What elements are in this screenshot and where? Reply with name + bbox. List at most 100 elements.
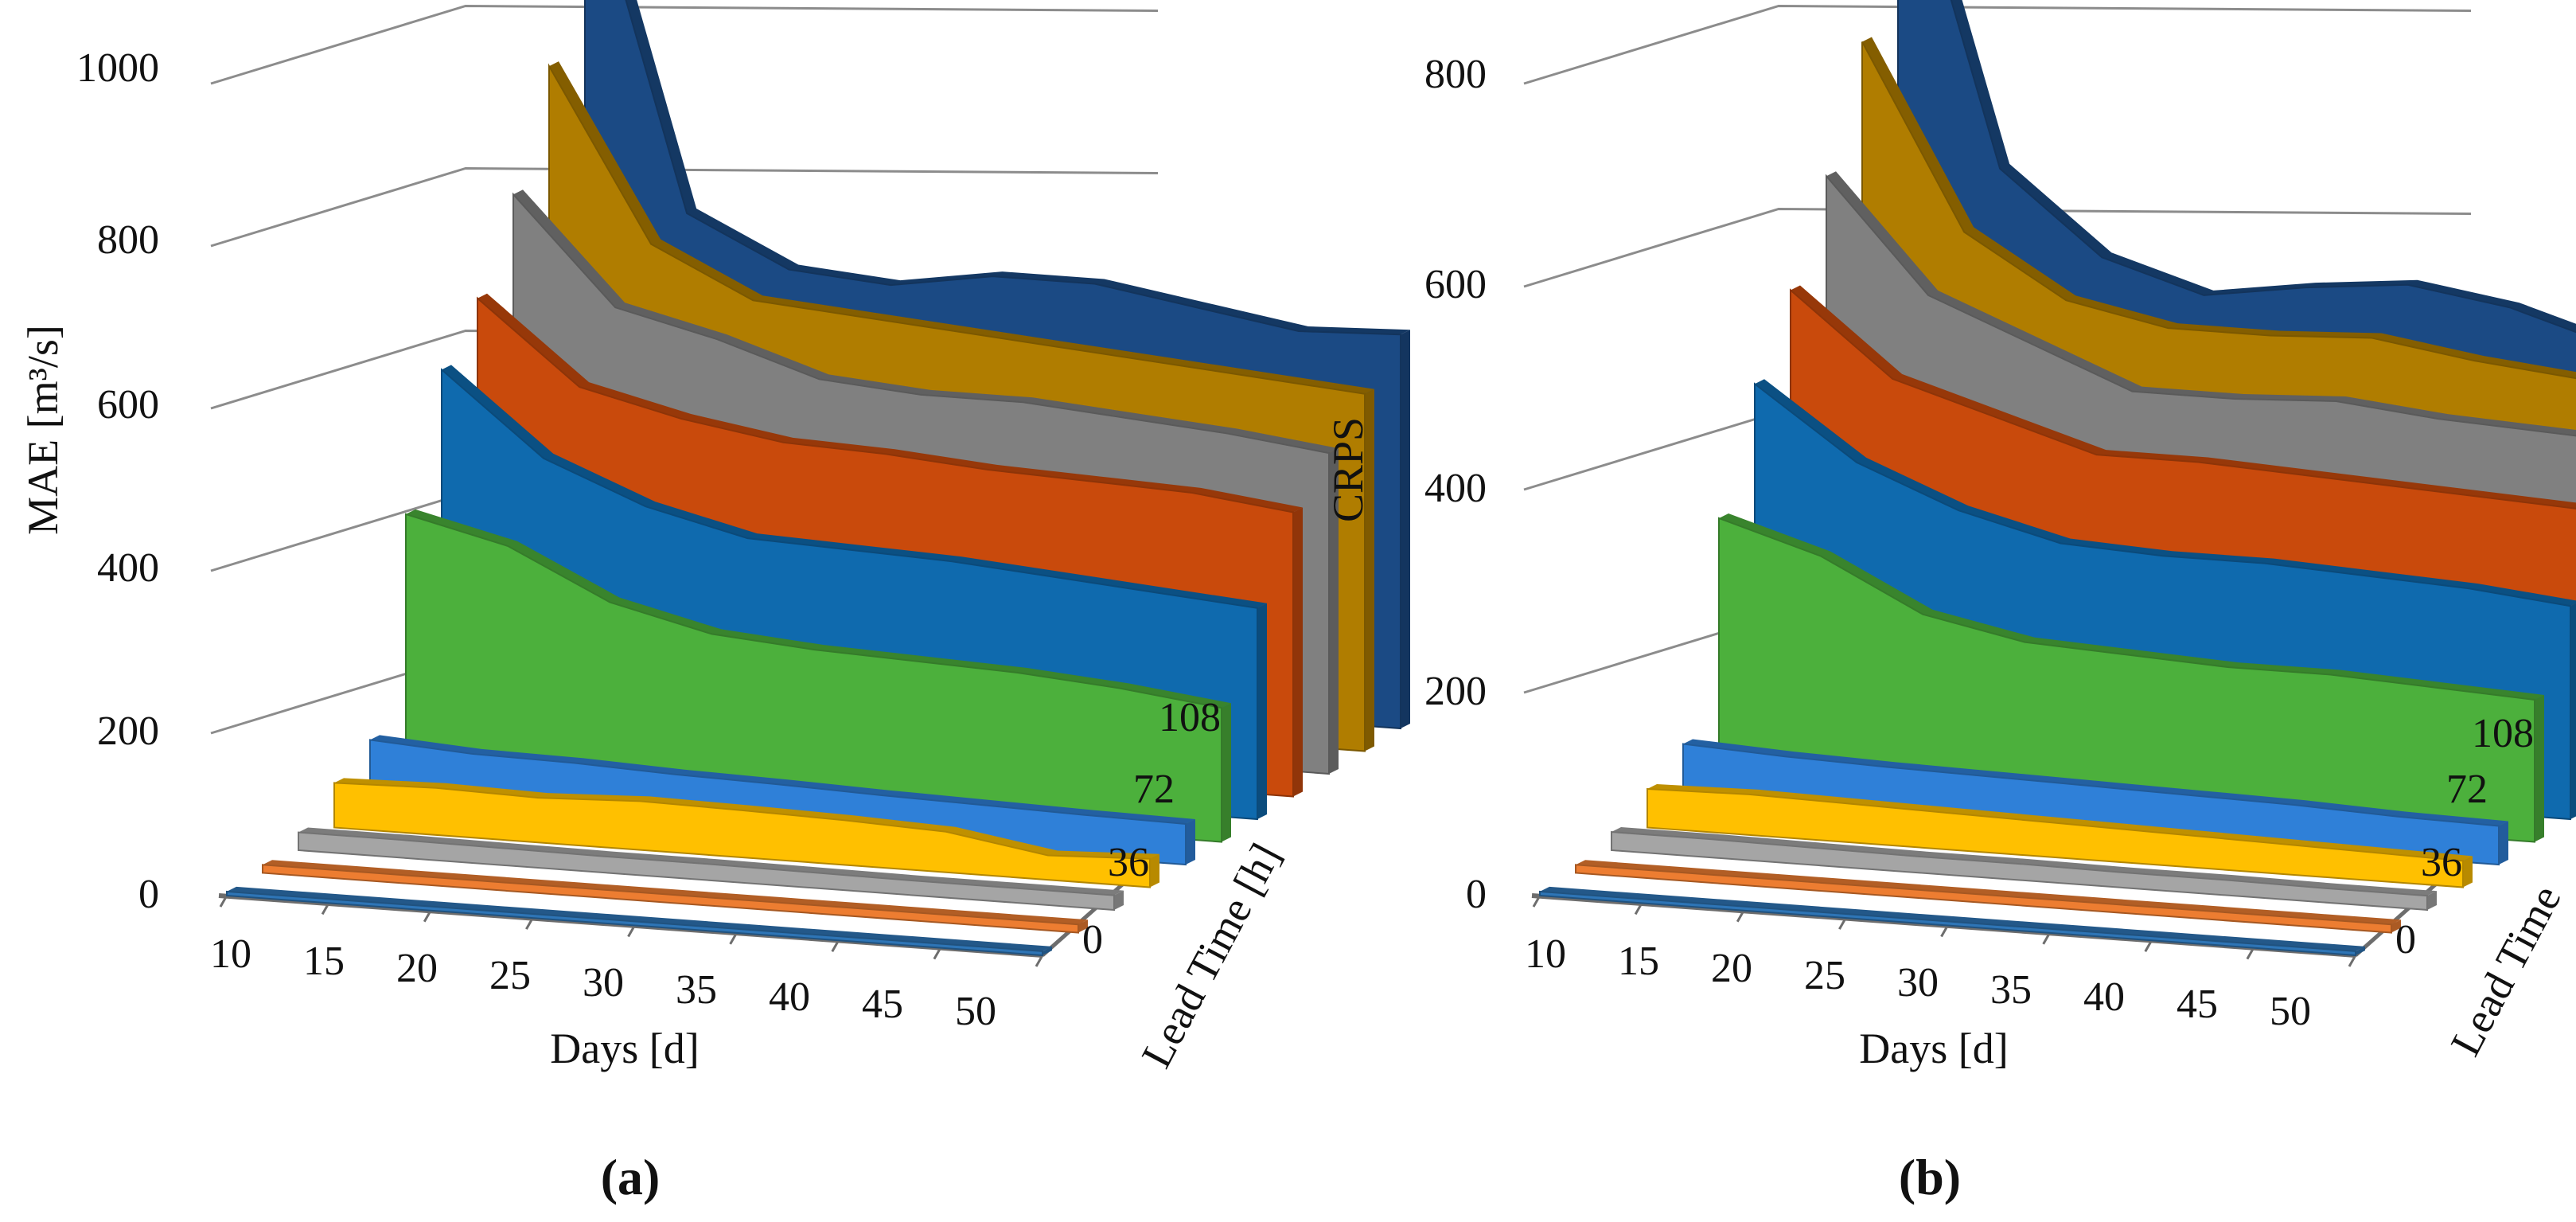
x-tick-mark (1736, 910, 1745, 923)
series-side-48-h (2499, 821, 2508, 865)
gridline (210, 4, 1159, 85)
series-side-72-h (1257, 603, 1267, 819)
x-tick-label: 25 (489, 953, 531, 998)
panel-a-x-axis-title: Days [d] (550, 1025, 699, 1072)
series-area-60-h (1718, 517, 2535, 843)
panel-b-y-tick-labels: 0 200 400 600 800 (1424, 52, 1487, 917)
series-side-0-h (2356, 946, 2365, 955)
x-tick-label: 30 (583, 960, 624, 1005)
x-tick-label: 50 (955, 989, 996, 1034)
x-tick-mark (2348, 955, 2357, 967)
series-side-12-h (1078, 919, 1088, 933)
x-tick-label: 35 (676, 967, 717, 1013)
series-ribbon-120-h (1951, 0, 2576, 333)
x-tick-label: 10 (1525, 931, 1566, 977)
series-ribbon-24-h (298, 827, 1124, 896)
series-ribbon-60-h (406, 509, 1231, 709)
x-tick-label: 15 (303, 939, 345, 984)
y-tick-label: 800 (97, 217, 159, 263)
z-tick-label: 0 (2395, 917, 2416, 962)
z-tick-label: 0 (1082, 917, 1103, 962)
z-tick-label: 72 (1133, 767, 1175, 812)
x-tick-mark (933, 947, 942, 960)
gridline (210, 166, 1159, 248)
x-tick-label: 50 (2270, 989, 2311, 1034)
series-ribbon-48-h (1683, 739, 2508, 826)
x-tick-mark (525, 917, 534, 930)
z-tick-label: 36 (2421, 840, 2462, 885)
x-tick-mark (219, 895, 228, 908)
series-ribbon-12-h (263, 860, 1088, 925)
panel-a-label: (a) (601, 1149, 661, 1205)
series-area-36-h (1647, 787, 2464, 888)
y-tick-label: 600 (97, 382, 159, 428)
series-side-60-h (2535, 695, 2544, 842)
panel-a-mae-chart: 0 200 400 600 800 1000 10 15 20 25 30 35… (19, 0, 1410, 1205)
x-tick-mark (423, 910, 432, 923)
x-tick-mark (1532, 895, 1541, 908)
x-tick-label: 40 (2083, 974, 2125, 1020)
panel-b-z-tick-labels: 0 36 72 108 (2395, 711, 2534, 962)
x-tick-label: 10 (210, 931, 251, 977)
gridline (1523, 207, 2472, 288)
series-ribbon-84-h (477, 293, 1303, 513)
x-tick-mark (627, 924, 636, 938)
y-tick-label: 1000 (76, 45, 159, 91)
gridline (1523, 4, 2472, 85)
series-ribbon-96-h (513, 189, 1339, 454)
series-area-12-h (262, 864, 1079, 934)
series-side-12-h (2391, 919, 2401, 933)
series-ribbon-72-h (442, 365, 1267, 608)
x-tick-mark (1838, 917, 1847, 930)
panel-b-x-axis-title: Days [d] (1859, 1025, 2008, 1072)
panel-a-y-tick-labels: 0 200 400 600 800 1000 (76, 45, 159, 917)
y-tick-label: 200 (1424, 669, 1487, 714)
x-tick-mark (1634, 902, 1643, 916)
z-tick-label: 72 (2446, 767, 2488, 812)
series-side-24-h (2427, 891, 2437, 910)
x-tick-label: 35 (1990, 967, 2032, 1013)
series-area-48-h (1682, 743, 2500, 866)
z-tick-label: 36 (1108, 840, 1149, 885)
y-tick-label: 200 (97, 709, 159, 754)
y-tick-label: 0 (138, 872, 159, 917)
x-tick-mark (831, 939, 840, 952)
series-area-36-h (333, 782, 1151, 888)
series-ribbon-48-h (370, 735, 1195, 824)
z-tick-label: 108 (2472, 711, 2534, 756)
x-tick-label: 25 (1804, 953, 1845, 998)
series-side-120-h (1401, 330, 1410, 728)
y-tick-label: 400 (1424, 466, 1487, 511)
series-area-0-h (1539, 890, 2356, 957)
series-ribbon-0-h (227, 886, 1052, 951)
x-tick-mark (2042, 932, 2051, 945)
series-ribbon-24-h (1611, 827, 2437, 896)
y-tick-label: 600 (1424, 262, 1487, 307)
series-ribbon-12-h (1576, 860, 2401, 925)
y-tick-label: 800 (1424, 52, 1487, 97)
panel-b-crps-chart: 0 200 400 600 800 10 15 20 25 30 35 40 4… (1324, 0, 2576, 1205)
panel-b-y-axis-title: CRPS (1324, 417, 1372, 522)
x-tick-label: 45 (862, 982, 903, 1027)
panel-a-y-axis-title: MAE [m³/s] (19, 325, 67, 535)
series-side-60-h (1222, 703, 1231, 842)
panel-a-z-tick-labels: 0 36 72 108 (1082, 695, 1221, 962)
series-side-36-h (1150, 853, 1159, 888)
x-tick-mark (321, 902, 330, 916)
x-tick-label: 30 (1897, 960, 1939, 1005)
series-side-36-h (2463, 856, 2473, 888)
series-area-12-h (1575, 864, 2392, 934)
series-ribbon-84-h (1791, 285, 2576, 509)
series-side-96-h (1329, 448, 1339, 774)
x-tick-label: 20 (396, 946, 438, 991)
x-tick-label: 15 (1618, 939, 1659, 984)
x-tick-label: 20 (1711, 946, 1752, 991)
x-tick-label: 40 (769, 974, 810, 1020)
series-side-24-h (1114, 890, 1124, 910)
x-tick-mark (2144, 939, 2153, 952)
x-tick-label: 45 (2177, 982, 2218, 1027)
z-tick-label: 108 (1159, 695, 1221, 740)
x-tick-mark (1940, 924, 1949, 938)
series-area-0-h (226, 890, 1043, 957)
